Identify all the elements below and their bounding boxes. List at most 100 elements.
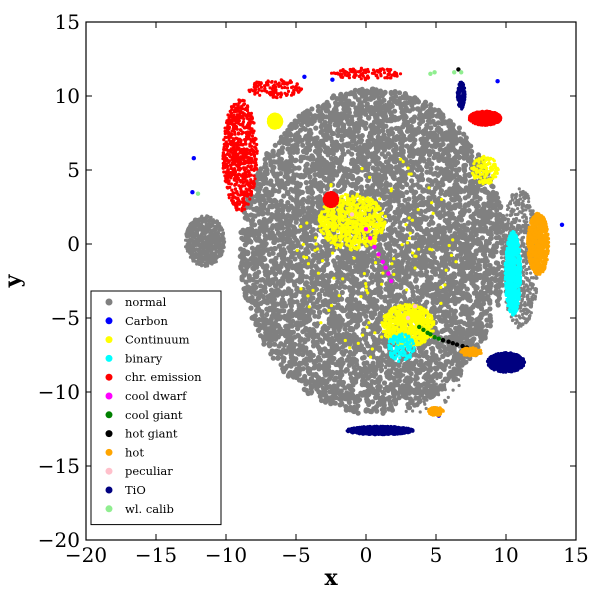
data-point bbox=[292, 118, 298, 124]
data-point bbox=[430, 149, 436, 155]
data-point bbox=[263, 226, 270, 232]
data-point bbox=[348, 297, 355, 304]
data-point bbox=[414, 284, 420, 290]
data-point bbox=[274, 307, 280, 314]
data-point bbox=[444, 166, 450, 172]
data-point bbox=[408, 158, 414, 165]
data-point bbox=[490, 189, 496, 195]
data-point bbox=[299, 189, 305, 195]
data-point bbox=[295, 332, 301, 338]
data-point bbox=[413, 276, 419, 282]
data-point bbox=[457, 197, 463, 203]
data-point bbox=[366, 383, 372, 389]
data-point bbox=[382, 294, 388, 300]
data-point bbox=[448, 307, 454, 313]
data-point bbox=[419, 129, 426, 135]
data-point bbox=[256, 237, 262, 243]
data-point bbox=[256, 211, 262, 217]
data-point bbox=[441, 229, 447, 235]
data-point bbox=[286, 205, 293, 211]
data-point bbox=[280, 207, 286, 213]
data-point bbox=[266, 251, 272, 257]
data-point bbox=[303, 180, 309, 186]
data-point bbox=[379, 192, 385, 199]
data-point bbox=[416, 125, 422, 131]
data-point bbox=[370, 399, 376, 405]
data-point bbox=[359, 133, 365, 139]
data-point bbox=[319, 329, 325, 335]
data-point bbox=[326, 278, 332, 284]
data-point bbox=[311, 335, 317, 341]
data-point bbox=[332, 400, 338, 406]
data-point bbox=[270, 355, 276, 361]
data-point bbox=[298, 320, 304, 326]
data-point bbox=[368, 275, 374, 281]
data-point bbox=[331, 326, 337, 332]
data-point bbox=[484, 322, 490, 328]
data-point bbox=[352, 367, 358, 373]
data-point bbox=[288, 254, 294, 260]
data-point bbox=[479, 312, 485, 318]
data-point bbox=[319, 339, 325, 345]
data-point bbox=[248, 305, 254, 311]
data-point bbox=[426, 221, 432, 227]
data-point bbox=[383, 343, 389, 349]
data-point bbox=[404, 107, 410, 113]
data-point bbox=[303, 387, 309, 393]
data-point bbox=[387, 182, 393, 188]
data-point bbox=[476, 258, 482, 264]
data-point bbox=[293, 356, 299, 362]
data-point bbox=[381, 380, 388, 386]
data-point bbox=[369, 264, 375, 270]
data-point bbox=[310, 161, 316, 167]
data-point bbox=[374, 188, 380, 194]
data-point bbox=[354, 164, 360, 170]
data-point bbox=[354, 169, 360, 175]
data-point bbox=[415, 288, 421, 294]
data-point bbox=[471, 274, 477, 280]
data-point bbox=[285, 146, 291, 152]
data-point bbox=[275, 230, 281, 236]
data-point bbox=[377, 310, 383, 316]
data-point bbox=[349, 114, 355, 120]
data-point bbox=[432, 291, 438, 297]
data-point bbox=[335, 132, 341, 138]
data-point bbox=[465, 202, 471, 208]
data-point bbox=[269, 225, 275, 231]
data-point bbox=[318, 280, 324, 286]
data-point bbox=[412, 131, 418, 137]
data-point bbox=[453, 315, 459, 321]
data-point bbox=[481, 215, 487, 221]
data-point bbox=[267, 203, 273, 209]
data-point bbox=[247, 237, 253, 244]
data-point bbox=[268, 258, 274, 264]
data-point bbox=[279, 303, 285, 309]
data-point bbox=[411, 195, 417, 201]
data-point bbox=[315, 321, 321, 327]
data-point bbox=[368, 409, 374, 415]
data-point bbox=[238, 229, 244, 235]
data-point bbox=[375, 166, 381, 172]
data-point bbox=[300, 142, 306, 148]
data-point bbox=[264, 311, 270, 318]
data-point bbox=[344, 367, 350, 373]
data-point bbox=[408, 185, 414, 191]
data-point bbox=[477, 274, 483, 281]
data-point bbox=[342, 326, 348, 332]
data-point bbox=[355, 128, 361, 134]
data-point bbox=[437, 146, 443, 152]
data-point bbox=[387, 217, 393, 223]
data-point bbox=[457, 296, 463, 302]
data-point bbox=[478, 228, 484, 234]
data-point bbox=[411, 141, 417, 147]
data-point bbox=[384, 201, 390, 207]
data-point bbox=[407, 396, 413, 402]
data-point bbox=[331, 107, 337, 113]
points-layer bbox=[184, 66, 565, 437]
data-point bbox=[402, 178, 408, 184]
data-point bbox=[435, 211, 441, 217]
data-point bbox=[450, 291, 456, 297]
data-point bbox=[354, 185, 360, 191]
data-point bbox=[405, 226, 411, 232]
